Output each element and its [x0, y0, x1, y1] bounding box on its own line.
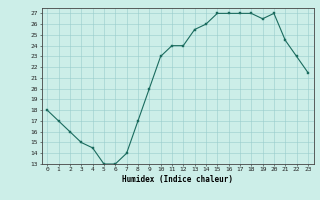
X-axis label: Humidex (Indice chaleur): Humidex (Indice chaleur): [122, 175, 233, 184]
